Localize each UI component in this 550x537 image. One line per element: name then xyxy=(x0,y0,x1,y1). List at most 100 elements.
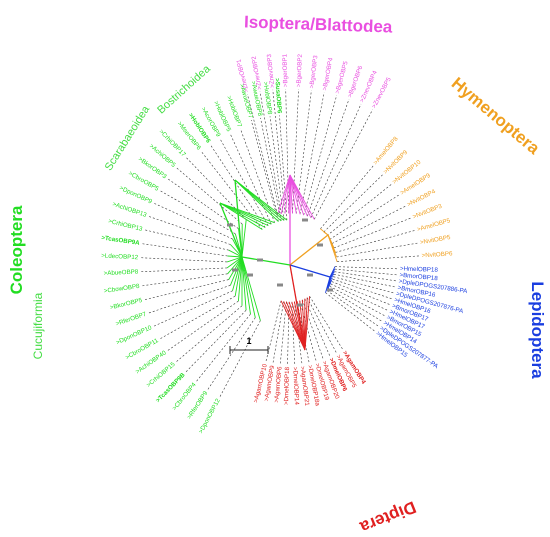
leaf-label: >NvitOBP6 xyxy=(421,250,453,259)
branch xyxy=(289,174,305,216)
leaf-connector xyxy=(291,301,296,365)
leaf-label: >AchiOBP13 xyxy=(111,201,147,219)
clade-stem xyxy=(289,264,331,278)
leaf-connector xyxy=(326,183,392,236)
leaf-connector xyxy=(229,132,272,225)
leaf-connector xyxy=(299,92,325,215)
scale-bar: 1 xyxy=(229,336,269,354)
branch xyxy=(227,255,243,258)
leaf-connector xyxy=(287,301,290,366)
leaf-connector xyxy=(141,273,228,287)
leaf-connector xyxy=(328,288,383,322)
order-label-hymenoptera: Hymenoptera xyxy=(448,74,544,159)
branch xyxy=(228,256,243,280)
leaf-connector xyxy=(175,305,243,363)
leaf-connector xyxy=(144,279,229,301)
leaf-connector xyxy=(141,243,228,257)
leaf-connector xyxy=(219,138,269,226)
branch xyxy=(234,233,243,258)
leaf-label: >BgerOBP4 xyxy=(321,57,334,91)
leaf-connector xyxy=(144,229,229,251)
leaf-connector xyxy=(167,178,239,229)
leaf-label: >HmelOBP18 xyxy=(400,265,439,273)
branch xyxy=(241,256,251,315)
leaf-connector xyxy=(299,300,317,362)
leaf-connector xyxy=(325,292,376,332)
leaf-connector xyxy=(260,117,282,221)
leaf-connector xyxy=(140,257,228,263)
branch xyxy=(289,174,315,220)
node-support-marker xyxy=(297,303,303,307)
branch xyxy=(241,219,247,258)
leaf-connector xyxy=(185,309,247,373)
leaf-label: >AgamOBP6 xyxy=(273,366,284,403)
leaf-connector xyxy=(247,94,278,215)
leaf-connector xyxy=(306,297,337,354)
leaf-connector xyxy=(331,281,391,306)
leaf-label: >LdecOBP12 xyxy=(101,252,139,261)
leaf-connector xyxy=(279,115,288,221)
leaf-label: >SusaOBP6 xyxy=(273,78,282,114)
leaf-connector xyxy=(159,295,236,340)
branch xyxy=(226,256,243,269)
leaf-connector xyxy=(333,273,396,288)
leaf-connector xyxy=(140,267,228,273)
leaf-connector xyxy=(331,205,406,244)
leaf-connector xyxy=(334,268,398,276)
leaf-connector xyxy=(335,230,416,253)
leaf-connector xyxy=(333,217,412,249)
node-support-marker xyxy=(232,268,238,272)
leaf-connector xyxy=(296,301,310,364)
branch xyxy=(219,202,266,228)
leaf-connector xyxy=(333,276,395,294)
leaf-connector xyxy=(148,215,231,245)
node-support-marker xyxy=(277,283,283,287)
leaf-label: >DmelOBP18 xyxy=(283,366,291,405)
leaf-connector xyxy=(330,283,389,311)
leaf-connector xyxy=(310,103,362,218)
leaf-connector xyxy=(314,109,373,220)
leaf-connector xyxy=(326,290,379,327)
branch xyxy=(232,238,243,258)
leaf-connector xyxy=(323,174,384,233)
leaf-connector xyxy=(329,286,386,317)
branch xyxy=(237,256,243,302)
branch xyxy=(234,256,243,297)
leaf-label: >BgerOBP2 xyxy=(295,53,304,87)
leaf-connector xyxy=(303,95,337,216)
leaf-label: >AmelOBP5 xyxy=(416,217,451,233)
leaf-connector xyxy=(240,128,275,223)
branch xyxy=(288,174,291,214)
branch xyxy=(280,300,306,351)
leaf-label: >AgamOBP21 xyxy=(299,366,311,407)
leaf-connector xyxy=(272,89,286,214)
branch xyxy=(226,256,243,263)
branch xyxy=(296,301,306,351)
leaf-connector xyxy=(302,299,324,360)
leaf-connector xyxy=(337,255,420,262)
node-support-marker xyxy=(327,288,333,292)
leaf-connector xyxy=(309,296,344,350)
leaf-connector xyxy=(272,301,284,364)
node-support-marker xyxy=(227,223,233,227)
branch xyxy=(228,249,243,258)
leaf-connector xyxy=(166,300,239,352)
order-label-coleoptera: Coleoptera xyxy=(7,205,26,294)
leaf-label: >CrhiOBP13 xyxy=(108,218,144,233)
leaf-label: >AbueOBP8 xyxy=(104,269,139,278)
leaf-connector xyxy=(336,242,419,258)
branch xyxy=(230,244,243,258)
leaf-label: >BkorOBP5 xyxy=(109,297,143,312)
leaf-connector xyxy=(259,91,282,215)
node-support-marker xyxy=(317,243,323,247)
branch xyxy=(289,174,293,214)
leaf-connector xyxy=(209,143,266,228)
leaf-connector xyxy=(332,278,393,300)
order-label-diptera: Diptera xyxy=(357,497,419,537)
node-support-marker xyxy=(307,273,313,277)
branch xyxy=(325,276,331,293)
scale-bar-label: 1 xyxy=(246,336,251,346)
order-label-isoptera: Isoptera/Blattodea xyxy=(244,12,393,36)
